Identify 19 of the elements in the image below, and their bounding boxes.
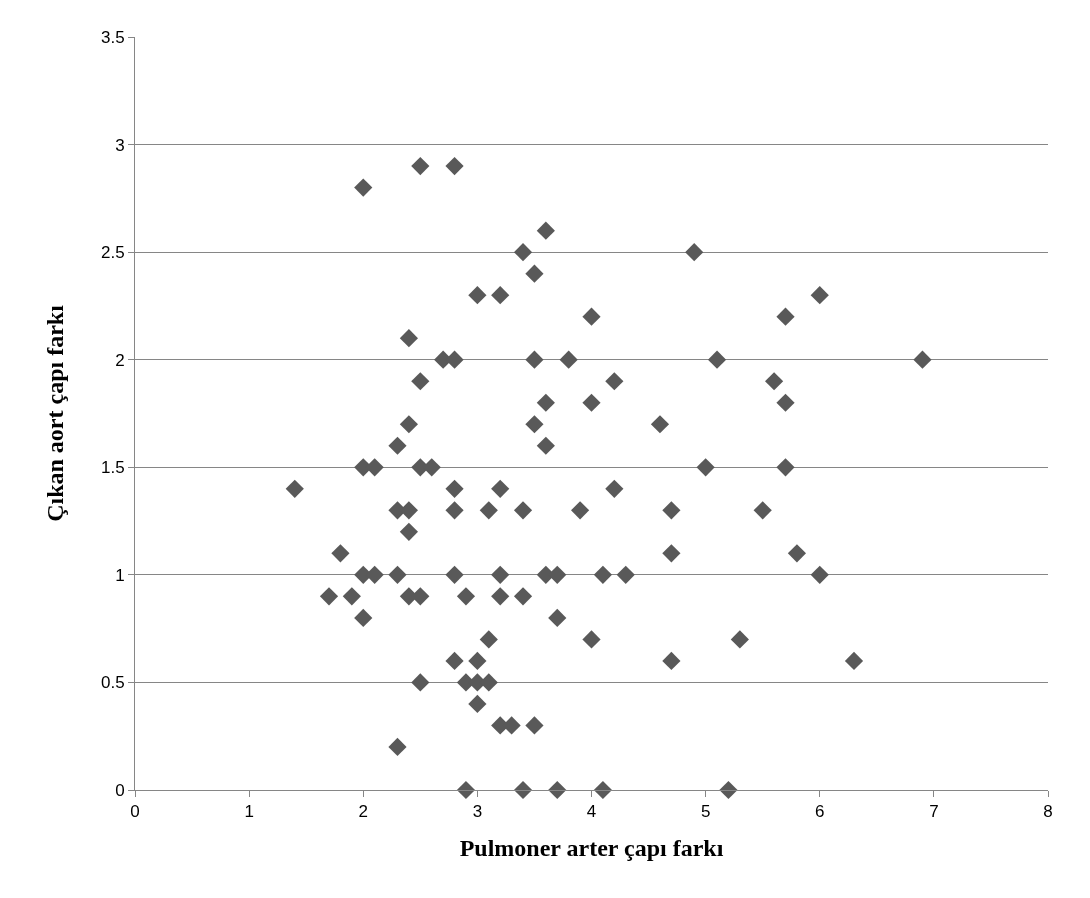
y-tick-label: 2.5 — [100, 243, 125, 263]
y-tick-label: 0 — [115, 780, 125, 800]
x-tick-label: 7 — [929, 802, 939, 822]
y-tick-label: 1.5 — [100, 458, 125, 478]
y-tick-label: 3.5 — [100, 27, 125, 47]
x-tick-label: 1 — [244, 802, 254, 822]
y-axis-title: Çıkan aort çapı farkı — [42, 304, 69, 522]
x-tick-label: 0 — [130, 802, 140, 822]
y-tick-label: 2 — [115, 350, 125, 370]
y-tick-label: 1 — [115, 565, 125, 585]
x-tick-label: 8 — [1043, 802, 1053, 822]
x-tick-label: 3 — [472, 802, 483, 822]
x-tick-label: 5 — [700, 802, 711, 822]
x-tick-label: 2 — [358, 802, 368, 822]
y-tick-label: 0.5 — [100, 673, 125, 693]
x-tick-label: 4 — [586, 802, 597, 822]
x-tick-label: 6 — [815, 802, 825, 822]
y-tick-label: 3 — [115, 135, 125, 155]
x-axis-title: Pulmoner arter çapı farkı — [459, 834, 724, 861]
